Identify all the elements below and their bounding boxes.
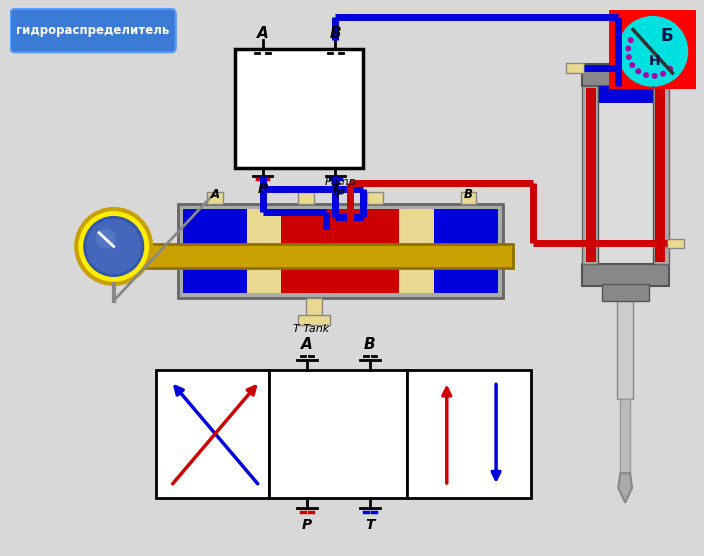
Text: Pump: Pump — [325, 177, 356, 187]
Bar — [667, 239, 684, 249]
Circle shape — [660, 71, 666, 77]
Bar — [617, 286, 633, 399]
Bar — [270, 370, 408, 498]
Text: B: B — [329, 26, 341, 41]
Bar — [582, 86, 598, 264]
Circle shape — [626, 54, 631, 60]
Text: A: A — [301, 336, 313, 351]
Bar — [156, 370, 270, 498]
Circle shape — [83, 216, 144, 277]
Circle shape — [635, 68, 641, 75]
Bar — [139, 245, 513, 268]
Bar — [408, 370, 531, 498]
Text: T: T — [365, 518, 375, 532]
Text: гидрораспределитель: гидрораспределитель — [16, 24, 170, 37]
Bar — [298, 192, 314, 204]
Bar — [582, 264, 669, 286]
Bar — [367, 192, 383, 204]
Bar — [460, 192, 477, 204]
Text: P: P — [336, 188, 345, 201]
Text: A: A — [210, 188, 220, 201]
Circle shape — [617, 16, 689, 87]
Bar — [610, 10, 696, 89]
Text: P: P — [258, 182, 268, 196]
Text: B: B — [464, 188, 473, 201]
Circle shape — [86, 219, 142, 274]
Text: Б: Б — [660, 27, 673, 44]
Bar — [208, 192, 223, 204]
Circle shape — [667, 66, 673, 72]
Circle shape — [652, 73, 658, 79]
Bar — [620, 399, 630, 473]
Bar — [281, 209, 399, 293]
Bar — [247, 209, 281, 293]
Text: T: T — [331, 182, 340, 196]
Bar — [601, 284, 649, 301]
Circle shape — [76, 209, 151, 284]
Bar — [399, 209, 434, 293]
Bar — [298, 315, 329, 325]
Circle shape — [625, 46, 631, 51]
Bar — [434, 209, 498, 293]
Text: P: P — [302, 518, 312, 532]
FancyBboxPatch shape — [11, 9, 176, 52]
Polygon shape — [618, 473, 632, 503]
Bar — [655, 88, 665, 262]
Bar — [235, 49, 363, 167]
Text: A: A — [257, 26, 268, 41]
Bar — [566, 63, 584, 73]
Bar — [178, 204, 503, 297]
Bar — [306, 297, 322, 317]
Text: Н: Н — [649, 54, 660, 68]
Bar — [653, 86, 669, 264]
Circle shape — [96, 229, 115, 249]
Bar — [598, 86, 653, 103]
Circle shape — [629, 62, 635, 68]
Bar — [183, 209, 247, 293]
Circle shape — [643, 72, 649, 78]
Bar — [582, 64, 669, 86]
Text: B: B — [364, 336, 376, 351]
Bar — [598, 103, 653, 262]
Bar — [586, 88, 596, 262]
Circle shape — [628, 37, 634, 43]
Text: T Tank: T Tank — [293, 324, 329, 334]
